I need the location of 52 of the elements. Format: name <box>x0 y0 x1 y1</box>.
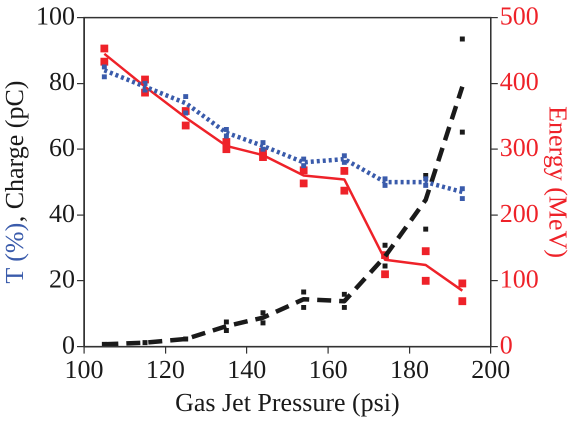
point <box>340 167 348 175</box>
x-axis-title: Gas Jet Pressure (psi) <box>175 388 400 418</box>
point <box>102 74 107 80</box>
point <box>260 310 266 316</box>
point <box>382 242 388 248</box>
point <box>342 304 347 310</box>
point <box>183 110 188 116</box>
y-tick-label: 0 <box>62 330 75 360</box>
point <box>301 290 306 294</box>
y-tick-label: 60 <box>49 133 75 162</box>
point <box>340 186 348 195</box>
point <box>182 122 190 130</box>
point <box>260 146 266 152</box>
y-tick-label: 100 <box>36 1 75 30</box>
point <box>422 247 430 256</box>
y2-tick-label: 100 <box>500 264 539 294</box>
point <box>381 270 389 278</box>
point <box>458 297 466 306</box>
point <box>300 180 308 188</box>
x-tick-label: 140 <box>227 355 266 384</box>
point <box>458 280 466 288</box>
x-tick-label: 180 <box>390 355 429 384</box>
point <box>422 276 430 285</box>
point <box>260 320 266 326</box>
point <box>382 264 388 268</box>
y2-tick-label: 300 <box>500 133 539 162</box>
point <box>460 196 465 202</box>
point <box>224 319 229 324</box>
y-tick-label: 80 <box>49 67 75 96</box>
point <box>460 36 465 42</box>
x-tick-label: 160 <box>308 355 348 384</box>
point <box>342 153 347 158</box>
point <box>342 292 347 297</box>
point <box>423 226 428 232</box>
point <box>301 163 306 168</box>
y-tick-label: 40 <box>49 198 75 228</box>
point <box>100 44 108 52</box>
y2-axis-title: Energy (MeV) <box>544 106 573 258</box>
y-tick-label: 20 <box>49 264 75 294</box>
x-tick-label: 120 <box>146 355 185 384</box>
y2-tick-label: 400 <box>500 67 539 96</box>
y2-tick-label: 200 <box>500 198 539 228</box>
y2-tick-label: 500 <box>500 1 539 30</box>
point <box>102 64 107 70</box>
line-series <box>102 84 465 347</box>
point <box>301 304 306 310</box>
point <box>382 182 388 188</box>
y-axis-title: T (%), Charge (pC) <box>0 80 29 284</box>
point <box>460 130 465 135</box>
point <box>183 94 188 100</box>
point <box>142 340 148 346</box>
point <box>224 328 229 333</box>
